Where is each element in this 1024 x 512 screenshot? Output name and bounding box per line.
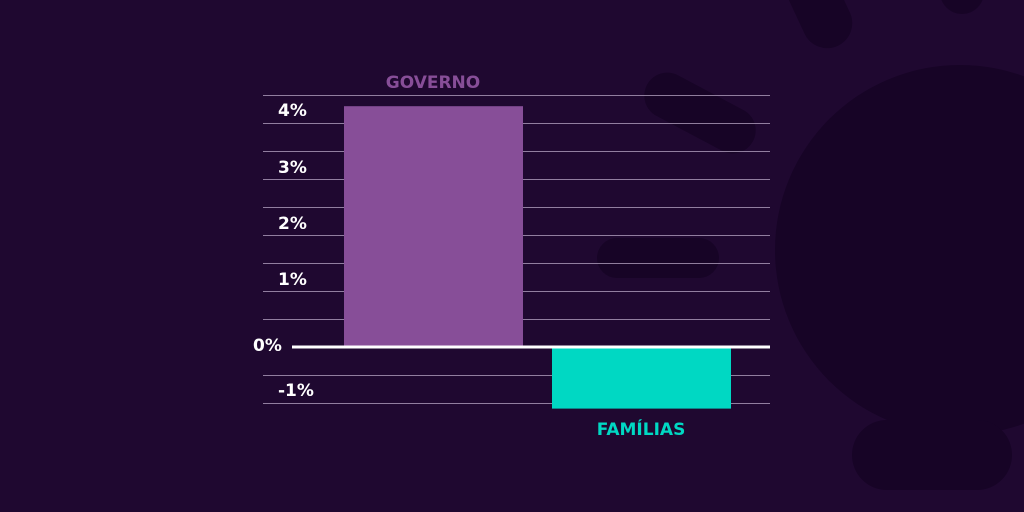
bar-governo bbox=[344, 106, 523, 347]
category-label-governo: GOVERNO bbox=[386, 73, 481, 93]
decorative-stroke bbox=[644, 72, 756, 154]
decorative-stroke bbox=[785, 0, 853, 49]
bar-familias bbox=[552, 347, 731, 409]
y-tick-label: 3% bbox=[278, 158, 307, 178]
category-label-familias: FAMÍLIAS bbox=[597, 418, 686, 440]
y-tick-label: -1% bbox=[278, 381, 314, 401]
decorative-stroke bbox=[597, 238, 719, 278]
y-tick-label: 0% bbox=[253, 336, 282, 356]
y-tick-label: 4% bbox=[278, 101, 307, 121]
y-tick-label: 1% bbox=[278, 270, 307, 290]
decorative-circle bbox=[775, 65, 1024, 435]
decorative-stroke bbox=[852, 420, 1012, 490]
y-tick-label: 2% bbox=[278, 214, 307, 234]
decorative-stroke bbox=[941, 0, 983, 14]
